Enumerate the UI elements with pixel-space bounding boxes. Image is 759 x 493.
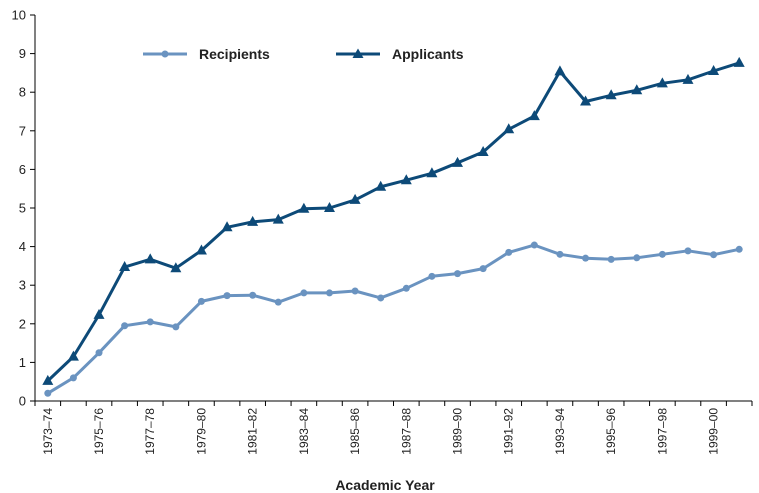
x-tick-label: 1997–98 bbox=[655, 408, 669, 455]
data-point bbox=[298, 202, 310, 213]
data-point bbox=[67, 350, 79, 361]
x-tick-label: 1995–96 bbox=[604, 408, 618, 455]
legend-label-applicants: Applicants bbox=[392, 46, 464, 62]
data-point bbox=[95, 349, 103, 357]
data-point bbox=[607, 255, 615, 263]
data-point bbox=[633, 254, 641, 262]
axes bbox=[34, 15, 752, 402]
data-point bbox=[658, 250, 666, 258]
data-point bbox=[323, 202, 335, 212]
y-tick-label: 8 bbox=[19, 85, 26, 100]
data-point bbox=[402, 284, 410, 292]
data-point bbox=[452, 156, 464, 167]
data-point bbox=[708, 64, 720, 75]
data-point bbox=[44, 389, 52, 397]
series-applicants bbox=[42, 56, 745, 385]
data-point bbox=[247, 215, 259, 226]
series-layer bbox=[42, 56, 745, 397]
series-line-recipients bbox=[47, 243, 740, 395]
data-point bbox=[503, 123, 515, 134]
data-point bbox=[556, 250, 564, 258]
data-point bbox=[479, 265, 487, 273]
data-point bbox=[325, 289, 333, 297]
data-point bbox=[477, 146, 489, 157]
data-point bbox=[249, 291, 257, 299]
data-point bbox=[274, 298, 282, 306]
data-point bbox=[454, 270, 462, 278]
x-tick-label: 1973–74 bbox=[41, 408, 55, 455]
data-point bbox=[195, 244, 207, 255]
y-tick-label: 7 bbox=[19, 123, 26, 138]
data-point bbox=[172, 323, 180, 331]
data-point bbox=[605, 89, 617, 100]
data-point bbox=[428, 272, 436, 280]
data-point bbox=[656, 77, 668, 88]
data-point bbox=[197, 297, 205, 305]
y-tick-label: 6 bbox=[19, 162, 26, 177]
data-point bbox=[582, 254, 590, 262]
data-point bbox=[121, 322, 129, 330]
y-tick-label: 0 bbox=[19, 394, 26, 409]
data-point bbox=[735, 245, 743, 253]
x-tick-label: 1991–92 bbox=[502, 408, 516, 455]
data-point bbox=[377, 294, 385, 302]
data-point bbox=[170, 262, 182, 273]
x-tick-label: 1977–78 bbox=[143, 408, 157, 455]
x-axis-ticks: 1973–74 1975–76 1977–78 1979–80 1981–82 1983–… bbox=[34, 401, 753, 455]
x-tick-label: 1989–90 bbox=[451, 408, 465, 455]
x-tick-label: 1985–86 bbox=[348, 408, 362, 455]
data-point bbox=[684, 247, 692, 255]
legend: Recipients Applicants bbox=[143, 46, 464, 62]
data-point bbox=[528, 110, 540, 121]
data-point bbox=[554, 65, 566, 76]
data-point bbox=[710, 251, 718, 259]
data-point bbox=[69, 374, 77, 382]
data-point bbox=[119, 261, 131, 272]
x-tick-label: 1979–80 bbox=[194, 408, 208, 455]
x-tick-label: 1983–84 bbox=[297, 408, 311, 455]
series-recipients bbox=[44, 241, 743, 397]
series-line-applicants bbox=[46, 61, 740, 382]
x-tick-label: 1987–88 bbox=[399, 408, 413, 455]
data-point bbox=[530, 241, 538, 249]
y-tick-label: 3 bbox=[19, 278, 26, 293]
x-tick-label: 1975–76 bbox=[92, 408, 106, 455]
legend-label-recipients: Recipients bbox=[199, 46, 270, 62]
legend-marker-recipients bbox=[161, 50, 169, 58]
x-axis-title: Academic Year bbox=[335, 477, 435, 493]
data-point bbox=[400, 174, 412, 185]
y-axis-ticks: 0 1 2 3 4 5 6 7 8 9 10 bbox=[12, 8, 35, 409]
data-point bbox=[426, 167, 438, 178]
data-point bbox=[221, 221, 233, 232]
data-point bbox=[733, 56, 745, 67]
x-tick-label: 1993–94 bbox=[553, 408, 567, 455]
x-tick-label: 1999–00 bbox=[707, 408, 721, 455]
data-point bbox=[682, 73, 694, 84]
y-tick-label: 5 bbox=[19, 201, 26, 216]
data-point bbox=[42, 374, 54, 385]
data-point bbox=[146, 318, 154, 326]
data-point bbox=[93, 308, 105, 319]
data-point bbox=[580, 95, 592, 106]
data-point bbox=[375, 180, 387, 191]
data-point bbox=[351, 287, 359, 295]
data-point bbox=[272, 213, 284, 224]
data-point bbox=[631, 84, 643, 95]
y-tick-label: 1 bbox=[19, 355, 26, 370]
data-point bbox=[505, 248, 513, 256]
data-point bbox=[223, 292, 231, 300]
y-tick-label: 9 bbox=[19, 46, 26, 61]
x-tick-label: 1981–82 bbox=[246, 408, 260, 455]
y-tick-label: 2 bbox=[19, 316, 26, 331]
data-point bbox=[349, 193, 361, 204]
y-tick-label: 10 bbox=[12, 8, 26, 23]
legend-marker-applicants bbox=[352, 48, 364, 58]
data-point bbox=[144, 253, 156, 264]
data-point bbox=[300, 289, 308, 297]
y-tick-label: 4 bbox=[19, 239, 26, 254]
